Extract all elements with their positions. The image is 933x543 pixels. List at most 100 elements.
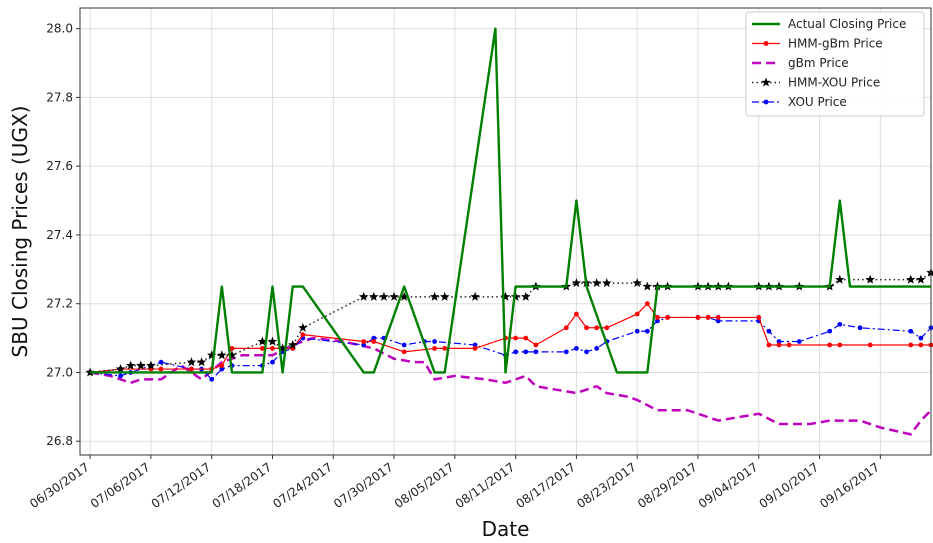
- legend-box: [745, 11, 925, 117]
- data-point: [604, 325, 610, 331]
- legend-label: XOU Price: [788, 95, 847, 109]
- data-point-star: [379, 291, 389, 301]
- data-point: [756, 315, 762, 320]
- data-point-star: [186, 357, 197, 367]
- data-point: [219, 363, 225, 368]
- legend-marker: [761, 77, 771, 87]
- series-gbm-price: [89, 336, 932, 436]
- y-tick-label: 27.6: [46, 159, 73, 173]
- data-point-star: [470, 291, 480, 301]
- data-point: [219, 366, 225, 372]
- x-tick-label: 07/12/2017: [149, 460, 214, 511]
- x-tick-label: 08/11/2017: [453, 460, 518, 511]
- data-point: [259, 346, 265, 351]
- data-point-star: [835, 274, 845, 284]
- data-point: [715, 318, 721, 324]
- y-tick-label: 26.8: [46, 434, 73, 448]
- data-point: [796, 339, 802, 344]
- data-point-star: [439, 291, 450, 301]
- data-point: [158, 359, 164, 365]
- data-point-star: [521, 291, 531, 301]
- x-tick-label: 07/24/2017: [270, 460, 335, 511]
- data-point: [705, 315, 711, 320]
- data-point: [918, 335, 924, 341]
- series-line: [89, 336, 932, 436]
- x-tick-label: 08/29/2017: [635, 460, 700, 511]
- data-point-star: [429, 291, 440, 301]
- data-point: [908, 342, 914, 348]
- data-point: [584, 325, 589, 331]
- data-point: [533, 342, 539, 348]
- data-point: [300, 332, 306, 338]
- legend-label: HMM-XOU Price: [788, 76, 880, 90]
- data-point: [655, 318, 660, 324]
- data-point: [644, 328, 650, 334]
- data-point: [837, 321, 843, 327]
- x-tick-label: 08/23/2017: [574, 460, 639, 511]
- data-point-star: [602, 278, 612, 288]
- x-tick-label: 08/05/2017: [392, 460, 457, 511]
- data-point: [857, 325, 863, 331]
- legend-marker: [763, 41, 769, 46]
- data-point: [158, 366, 164, 372]
- data-point-star: [905, 274, 916, 284]
- data-point: [918, 342, 924, 348]
- data-point: [867, 342, 873, 348]
- y-axis-title: SBU Closing Prices (UGX): [8, 106, 32, 358]
- data-point: [715, 315, 721, 320]
- y-tick-label: 27.4: [46, 228, 73, 242]
- x-axis-title: Date: [482, 517, 530, 541]
- data-point: [361, 339, 367, 344]
- data-point: [837, 342, 843, 348]
- data-point-star: [389, 291, 399, 301]
- data-point-star: [136, 360, 146, 370]
- data-point: [594, 325, 600, 331]
- plot-frame: [79, 7, 932, 456]
- data-point-star: [196, 357, 207, 367]
- data-point: [563, 349, 569, 355]
- y-tick-label: 27.0: [46, 365, 73, 379]
- legend-item: gBm Price: [752, 56, 849, 70]
- data-point-star: [358, 291, 369, 301]
- series-hmm-gbm-price: [87, 301, 933, 375]
- data-point: [371, 335, 377, 341]
- series-line: [90, 27, 931, 374]
- y-tick-label: 27.2: [46, 297, 73, 311]
- data-point-star: [125, 360, 136, 370]
- legend-item: Actual Closing Price: [752, 17, 906, 31]
- legend-item: HMM-gBm Price: [752, 37, 883, 51]
- data-point-star: [267, 336, 278, 346]
- x-tick-label: 08/17/2017: [513, 460, 578, 511]
- data-point: [766, 328, 772, 334]
- data-point-star: [206, 350, 217, 360]
- data-point-star: [571, 278, 582, 288]
- data-point-star: [115, 364, 126, 374]
- data-point: [563, 325, 569, 331]
- data-point: [776, 339, 782, 344]
- data-point: [513, 349, 519, 355]
- x-tick-label: 09/04/2017: [696, 460, 761, 511]
- data-point: [766, 342, 772, 348]
- x-tick-label: 09/10/2017: [757, 460, 822, 511]
- x-tick-label: 07/06/2017: [88, 460, 153, 511]
- series-layer: [85, 27, 933, 436]
- data-point-star: [227, 350, 237, 360]
- data-point: [584, 349, 589, 355]
- data-point: [513, 335, 519, 341]
- data-point-star: [298, 322, 308, 332]
- data-point: [472, 346, 478, 351]
- y-axis: 26.8 27.0 27.2 27.4 27.6 27.8 28.0: [46, 22, 80, 448]
- data-point: [634, 311, 640, 317]
- data-point-star: [591, 278, 602, 288]
- legend-label: gBm Price: [788, 56, 849, 70]
- data-point: [270, 346, 275, 351]
- grid-lines: [80, 8, 931, 455]
- data-point-star: [642, 281, 653, 291]
- data-point: [472, 342, 478, 348]
- data-point: [634, 328, 640, 334]
- data-point: [270, 359, 275, 365]
- series-actual-closing-price: [90, 27, 931, 374]
- data-point: [432, 339, 437, 344]
- legend-item: HMM-XOU Price: [752, 76, 880, 90]
